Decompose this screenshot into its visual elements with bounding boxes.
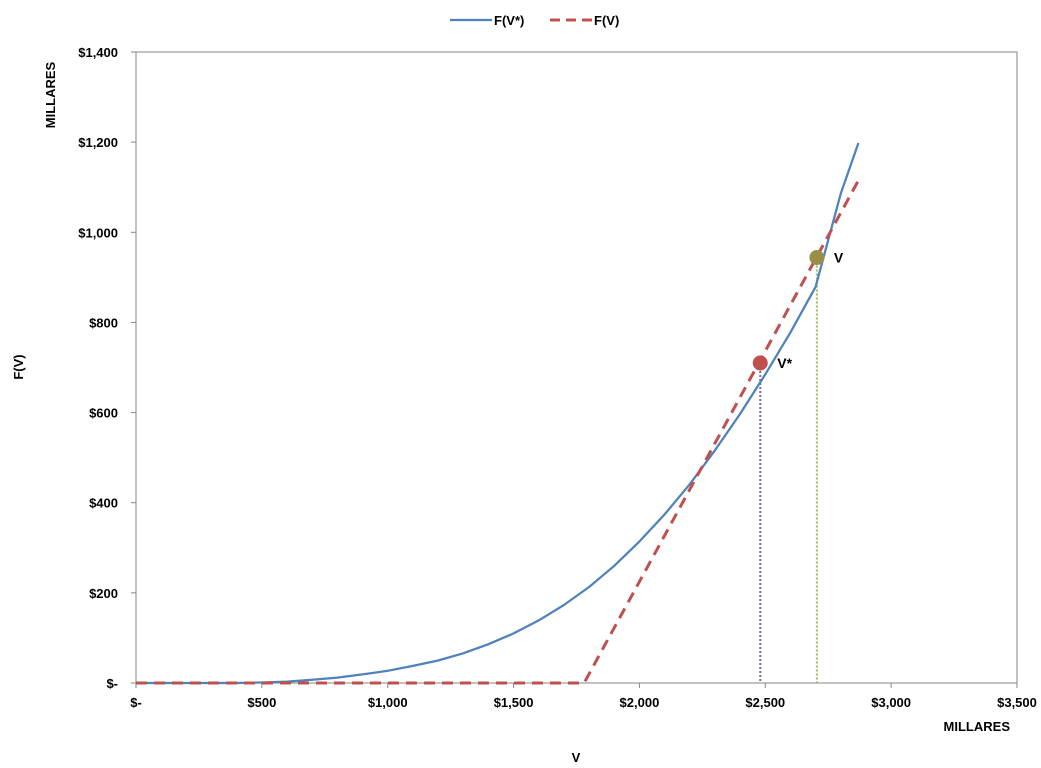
y-tick-label: $400 xyxy=(89,496,118,511)
y-tick-label: $- xyxy=(106,676,118,691)
x-tick-label: $500 xyxy=(247,695,276,710)
x-tick-label: $2,500 xyxy=(745,695,785,710)
axis-ticks: $- $500 $1,000 $1,500 $2,000 $2,500 $3,000 $3,5… xyxy=(78,45,1037,710)
highlight-point xyxy=(752,355,768,371)
marker-drop-lines xyxy=(759,257,818,683)
markers-layer: V* V xyxy=(752,250,844,371)
point-label: V* xyxy=(777,355,792,371)
series-line xyxy=(136,142,860,685)
y-tick-label: $1,000 xyxy=(78,225,118,240)
y-tick-label: $600 xyxy=(89,406,118,421)
x-tick-label: $1,500 xyxy=(494,695,534,710)
y-tick-label: $800 xyxy=(89,315,118,330)
x-tick-label: $1,000 xyxy=(368,695,408,710)
plot-area-frame xyxy=(135,51,1018,684)
x-tick-label: $3,000 xyxy=(871,695,911,710)
y-axis-units-label: MILLARES xyxy=(43,61,58,128)
x-axis-title: V xyxy=(572,750,581,763)
x-axis-units-label: MILLARES xyxy=(944,719,1011,734)
legend-entry-label: F(V*) xyxy=(494,13,524,28)
y-axis-title: F(V) xyxy=(11,354,26,379)
series-layer xyxy=(136,142,860,685)
point-label: V xyxy=(834,250,844,266)
y-tick-label: $1,400 xyxy=(78,45,118,60)
series-line xyxy=(136,179,860,685)
highlight-point xyxy=(809,250,825,266)
legend-entry-label: F(V) xyxy=(594,13,619,28)
y-tick-label: $200 xyxy=(89,586,118,601)
x-tick-label: $- xyxy=(130,695,142,710)
y-tick-label: $1,200 xyxy=(78,135,118,150)
x-tick-label: $2,000 xyxy=(620,695,660,710)
x-tick-label: $3,500 xyxy=(997,695,1037,710)
legend: F(V*) F(V) xyxy=(450,13,619,28)
